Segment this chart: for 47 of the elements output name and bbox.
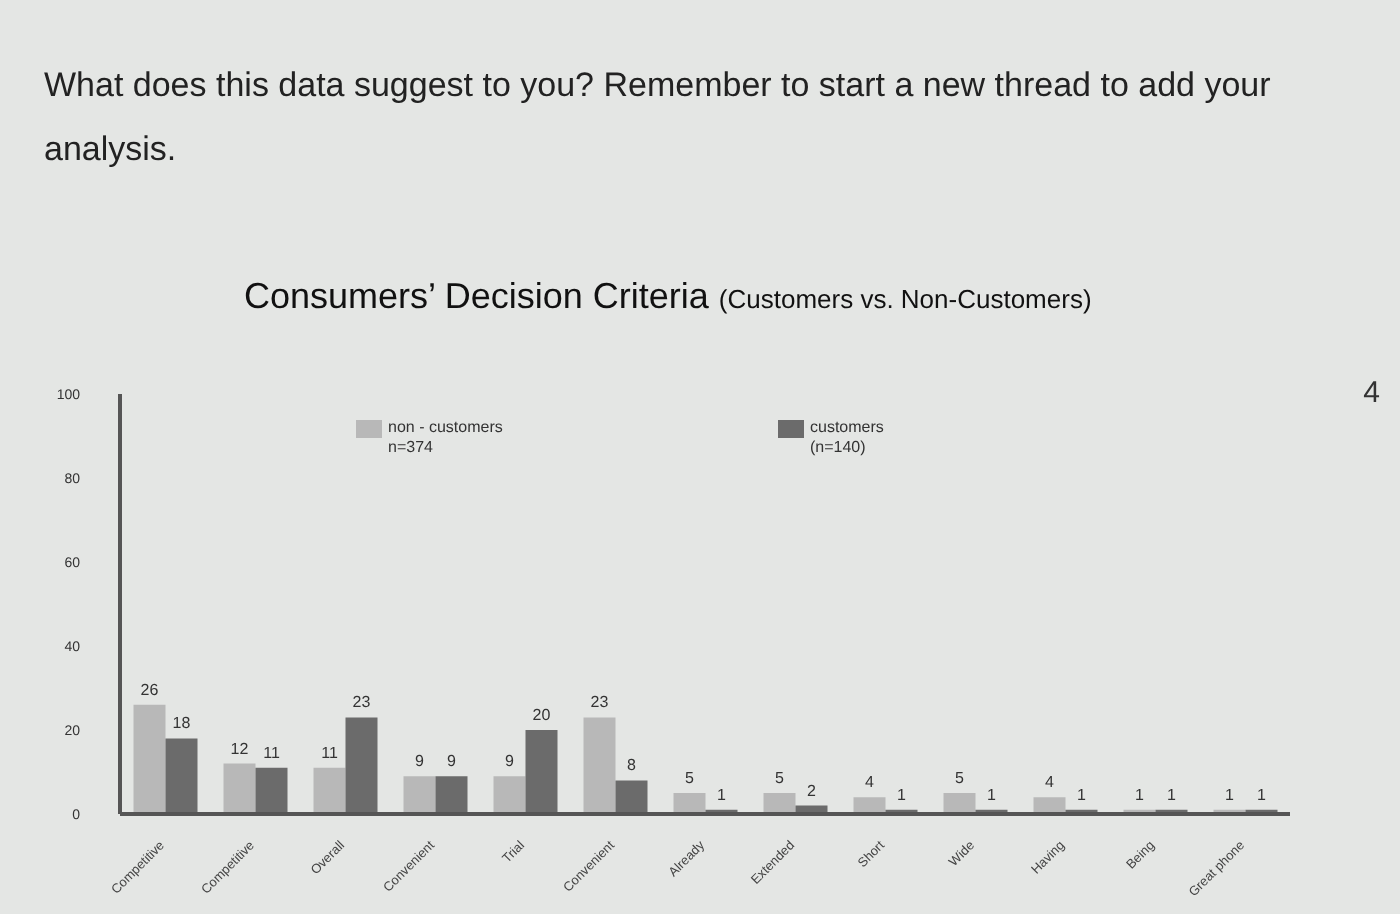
data-label: 1 — [1257, 785, 1268, 804]
data-label: 5 — [775, 769, 786, 787]
data-label: 12 — [230, 739, 250, 758]
data-label: 1 — [717, 785, 728, 804]
data-label: 4 — [865, 773, 876, 792]
bar — [435, 776, 468, 814]
data-label: 1 — [1167, 785, 1178, 804]
bar — [763, 793, 796, 814]
data-label: 8 — [627, 756, 638, 775]
data-label: 20 — [532, 706, 552, 724]
bar — [525, 730, 558, 814]
data-label: 4 — [1045, 773, 1056, 792]
data-label: 5 — [955, 769, 966, 787]
data-label: 11 — [263, 743, 281, 762]
bar — [673, 793, 706, 814]
data-label: 9 — [447, 752, 458, 771]
bar — [313, 767, 346, 814]
text: 4 — [1363, 376, 1380, 410]
data-label: 1 — [1225, 785, 1236, 804]
legend-label: customers (n=140) — [810, 418, 886, 458]
data-label: 9 — [415, 752, 426, 771]
data-label: 5 — [685, 769, 696, 787]
data-label: 1 — [897, 785, 908, 804]
data-label: 11 — [321, 743, 339, 762]
legend-label: non - customers n=374 — [388, 418, 505, 458]
bar — [223, 763, 256, 814]
bar — [493, 776, 526, 814]
bar — [165, 738, 198, 814]
data-label: 2 — [807, 781, 818, 800]
data-label: 18 — [172, 714, 192, 733]
data-label: 1 — [987, 785, 998, 804]
data-label: 23 — [590, 693, 610, 712]
bar — [583, 717, 616, 814]
bar — [403, 776, 436, 814]
bar — [943, 793, 976, 814]
data-label: 9 — [505, 752, 516, 771]
bar — [615, 780, 648, 814]
chart-title: Consumers’ Decision Criteria — [244, 276, 709, 316]
data-label: 1 — [1077, 785, 1088, 804]
bar — [133, 704, 166, 814]
data-label: 23 — [352, 693, 372, 712]
data-label: 1 — [1135, 785, 1146, 804]
text: What does this data suggest to you? Remember to start a new thread to add your analysis. — [44, 64, 1273, 172]
bar — [345, 717, 378, 814]
bar — [255, 767, 288, 814]
data-label: 26 — [140, 680, 160, 699]
chart-subtitle: (Customers vs. Non-Customers) — [718, 284, 1092, 314]
